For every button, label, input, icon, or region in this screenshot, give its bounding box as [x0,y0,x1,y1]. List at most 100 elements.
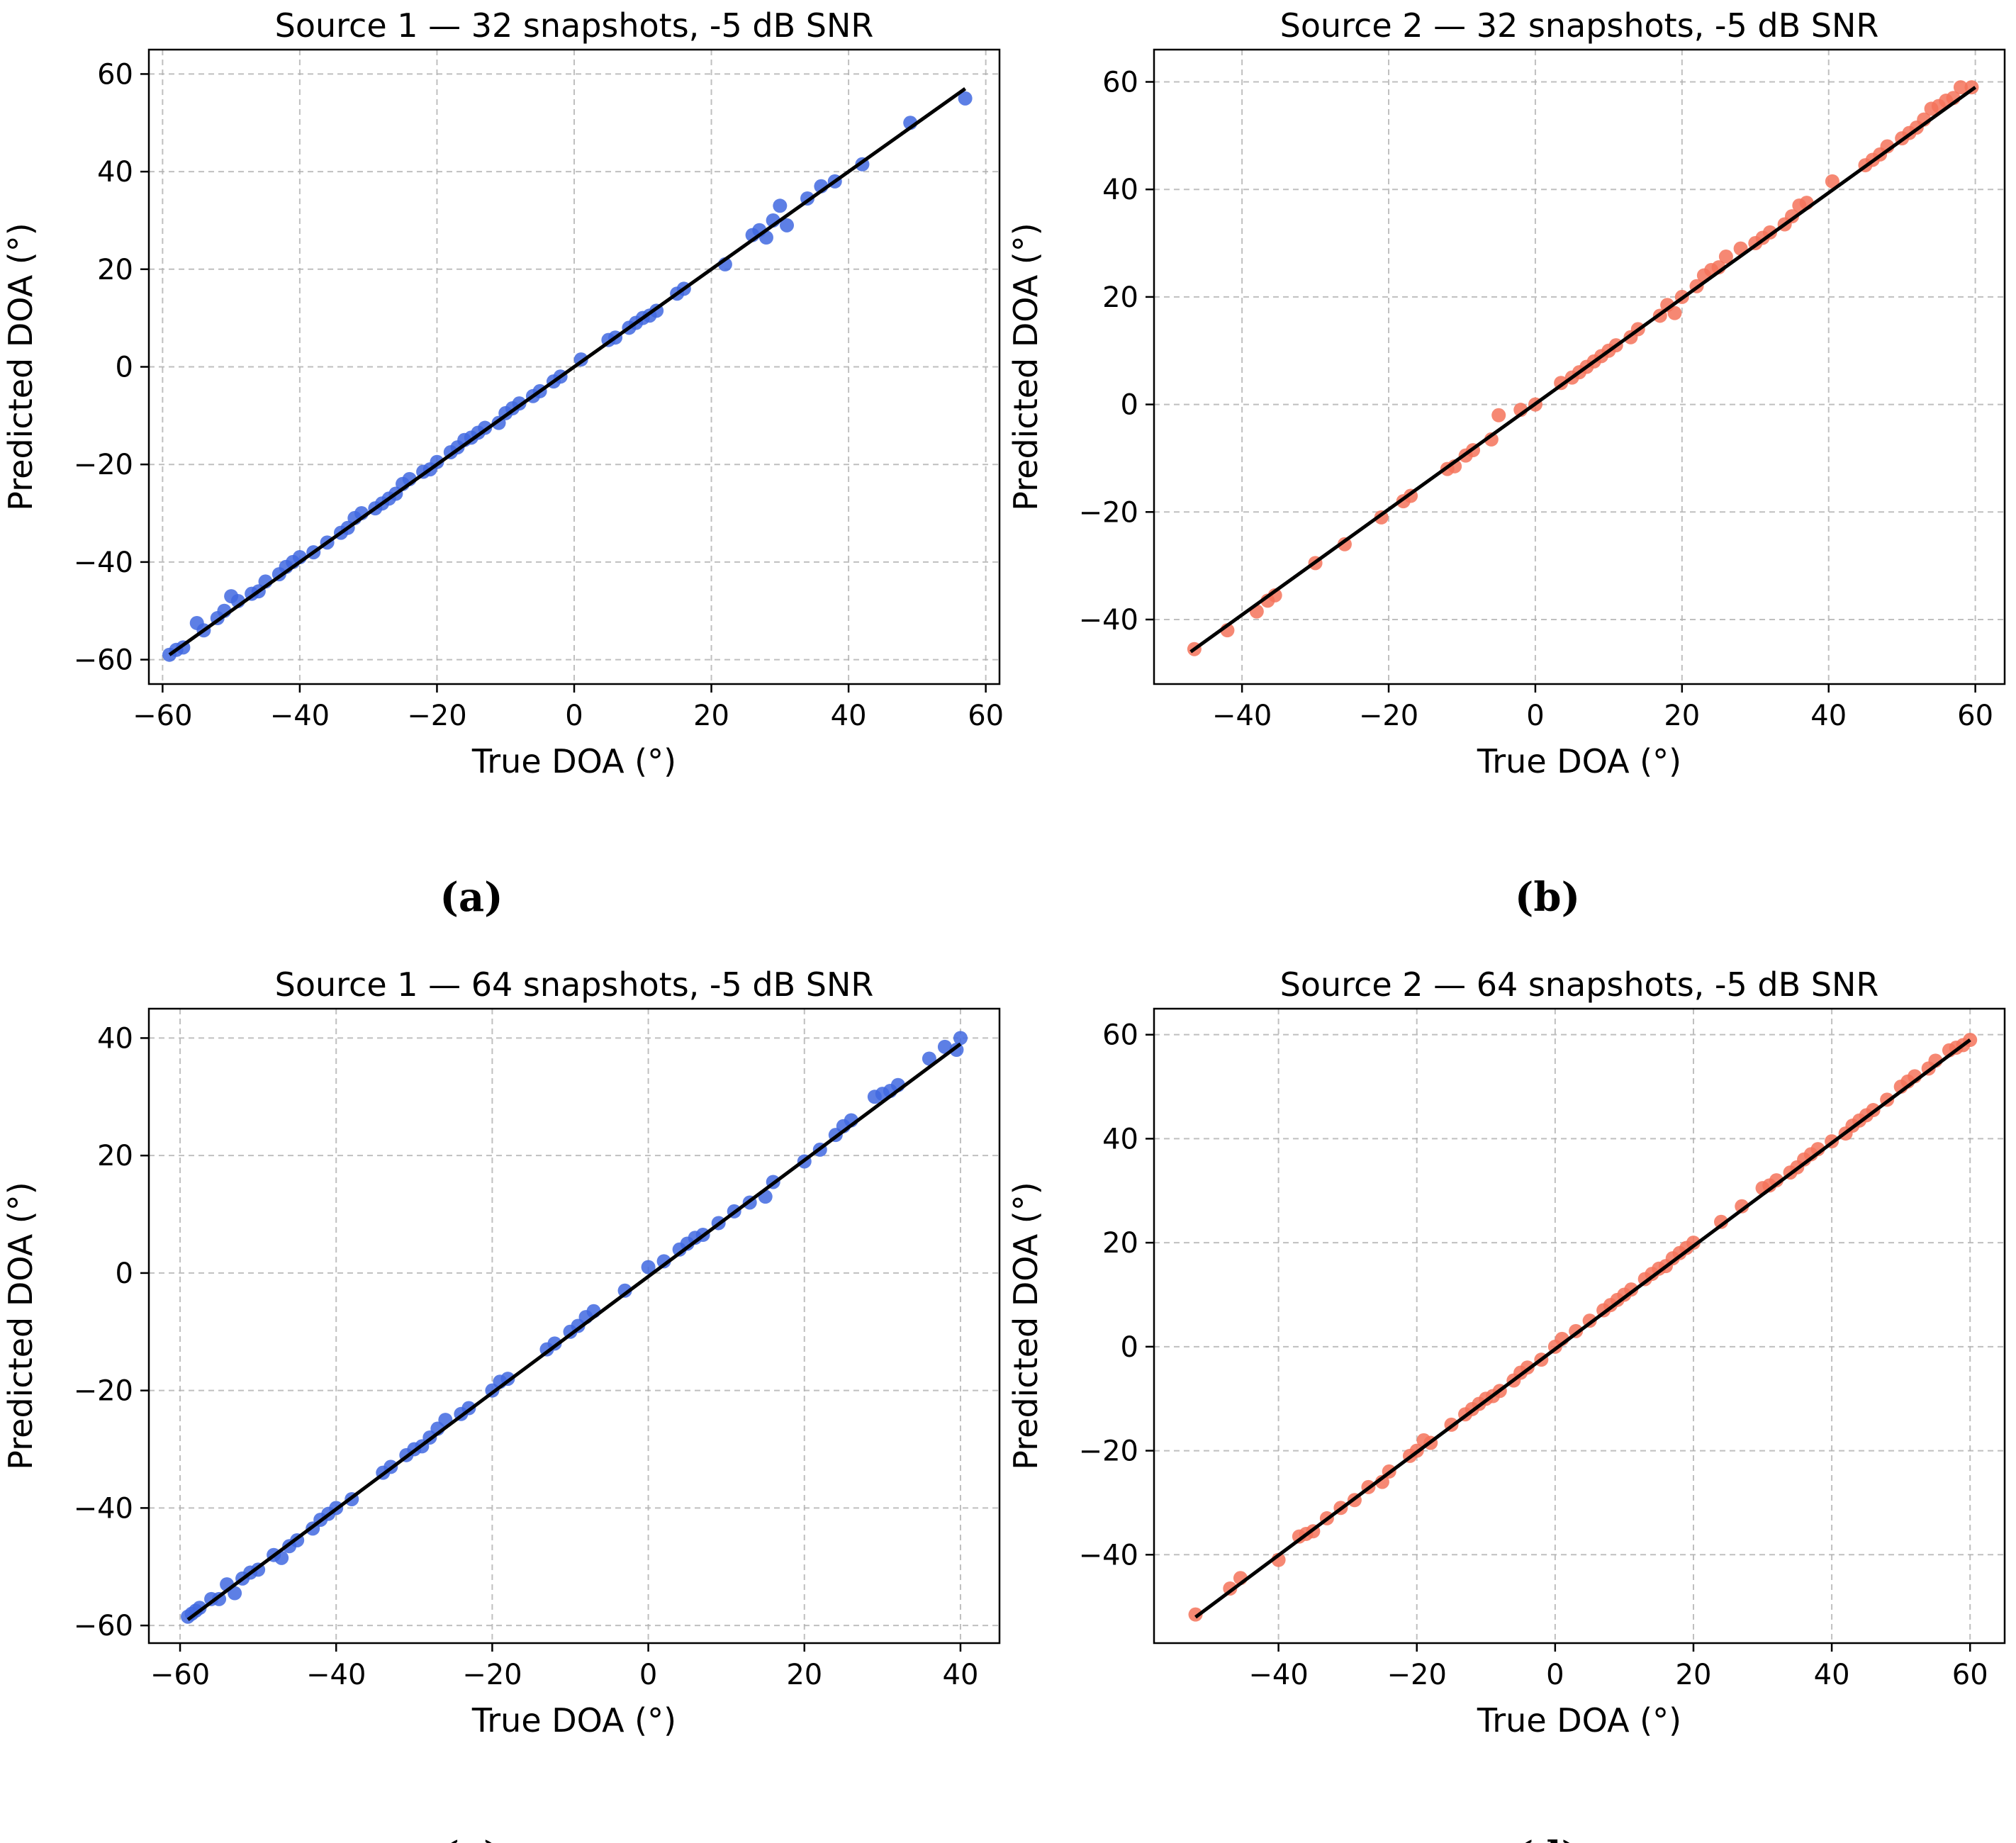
fit-line [1189,86,1977,654]
y-tick-label: −60 [74,1610,133,1642]
y-tick-label: 40 [1102,1123,1138,1155]
y-tick-label: −60 [74,644,133,677]
panel-label: (b) [1515,874,1580,921]
data-point [641,1260,656,1275]
data-point [1769,1173,1784,1188]
x-tick-label: −60 [150,1659,210,1691]
y-tick-label: 60 [1102,67,1138,99]
x-tick-label: 20 [693,700,729,732]
y-axis-label: Predicted DOA (°) [1007,223,1045,510]
x-tick-label: 60 [1952,1659,1988,1691]
x-tick-label: 40 [1814,1659,1850,1691]
panel-label: (a) [439,874,503,921]
y-tick-label: −20 [74,1375,133,1408]
chart-title: Source 1 — 32 snapshots, -5 dB SNR [275,6,874,45]
y-tick-label: 0 [116,1257,133,1290]
x-tick-label: 60 [968,700,1004,732]
y-tick-label: 0 [1121,389,1138,422]
x-tick-label: 40 [943,1659,979,1691]
data-point [953,1031,968,1046]
x-tick-label: −40 [270,700,330,732]
x-axis-label: True DOA (°) [471,742,676,780]
panel-label: (c) [440,1833,502,1843]
x-tick-label: 40 [1810,700,1847,732]
x-tick-label: 0 [1526,700,1544,732]
chart-title: Source 2 — 64 snapshots, -5 dB SNR [1280,965,1879,1004]
data-point [1953,80,1968,95]
y-axis-label: Predicted DOA (°) [1,223,40,510]
x-tick-label: −20 [1359,700,1418,732]
y-axis-label: Predicted DOA (°) [1,1182,40,1469]
x-axis-label: True DOA (°) [1477,742,1681,780]
y-tick-label: −20 [74,449,133,481]
panel-b: −40 −20 0 20 40 60 −40 −20 0 20 40 60 Source 2 — 32 … [1007,6,2006,921]
fit-line [186,1042,962,1621]
x-tick-label: 60 [1957,700,1993,732]
y-tick-label: 0 [1121,1331,1138,1364]
data-point [1825,174,1839,189]
x-tick-label: 0 [565,700,583,732]
panel-d: −40 −20 0 20 40 60 −40 −20 0 20 40 60 Source 2 — 64 … [1007,965,2006,1843]
data-point [617,1283,632,1298]
x-tick-label: −40 [306,1659,366,1691]
y-tick-label: −20 [1079,496,1138,529]
x-axis-label: True DOA (°) [1477,1701,1681,1740]
x-tick-label: −20 [1387,1659,1447,1691]
data-point [773,198,788,213]
data-point [656,1254,671,1269]
data-point [1188,1607,1203,1622]
y-tick-label: 40 [1102,174,1138,206]
x-tick-label: 20 [786,1659,822,1691]
x-tick-label: 0 [1546,1659,1564,1691]
plot-frame [1153,1007,2006,1645]
fit-line [168,87,967,656]
y-axis-label: Predicted DOA (°) [1007,1182,1045,1469]
x-tick-label: 40 [831,700,867,732]
panel-c: −60 −40 −20 0 20 40 −60 −40 −20 0 20 40 Source 1 — 6… [1,965,1001,1843]
data-point [1686,1236,1701,1250]
y-tick-label: 20 [97,1140,133,1172]
y-tick-label: −40 [1079,1539,1138,1572]
data-point [1718,250,1733,264]
panel-label: (d) [1515,1833,1580,1843]
data-point [780,218,794,233]
panel-a: −60 −40 −20 0 20 40 60 −60 −40 −20 0 20 40 60 Source 1… [1,6,1004,921]
y-tick-label: −40 [1079,604,1138,637]
data-point [1491,408,1506,422]
x-tick-label: 20 [1676,1659,1712,1691]
data-point [1667,306,1682,320]
x-tick-label: 20 [1664,700,1700,732]
data-point [1337,537,1352,551]
data-point [228,1586,242,1601]
y-tick-label: 20 [97,254,133,286]
y-tick-label: 60 [1102,1019,1138,1052]
x-tick-label: −60 [133,700,192,732]
y-tick-label: −40 [74,547,133,579]
chart-title: Source 1 — 64 snapshots, -5 dB SNR [275,965,874,1004]
x-tick-label: −20 [407,700,466,732]
plot-frame [1153,48,2006,685]
y-tick-label: 0 [116,352,133,384]
y-tick-label: 20 [1102,1227,1138,1260]
data-point [937,1039,952,1054]
x-tick-label: −40 [1212,700,1272,732]
y-tick-label: 40 [97,1022,133,1055]
x-tick-label: −20 [462,1659,522,1691]
y-tick-label: 60 [97,58,133,91]
x-tick-label: −40 [1248,1659,1308,1691]
plot-frame [147,1007,1001,1645]
chart-title: Source 2 — 32 snapshots, -5 dB SNR [1280,6,1879,45]
data-point [1735,1199,1749,1214]
data-point [1714,1214,1728,1229]
data-point [958,91,973,106]
data-point [922,1051,936,1066]
y-tick-label: −40 [74,1492,133,1525]
x-tick-label: 0 [639,1659,657,1691]
x-axis-label: True DOA (°) [471,1701,676,1740]
data-point [1374,1474,1389,1489]
fit-line [1194,1038,1971,1619]
y-tick-label: −20 [1079,1435,1138,1468]
y-tick-label: 20 [1102,281,1138,314]
y-tick-label: 40 [97,156,133,189]
